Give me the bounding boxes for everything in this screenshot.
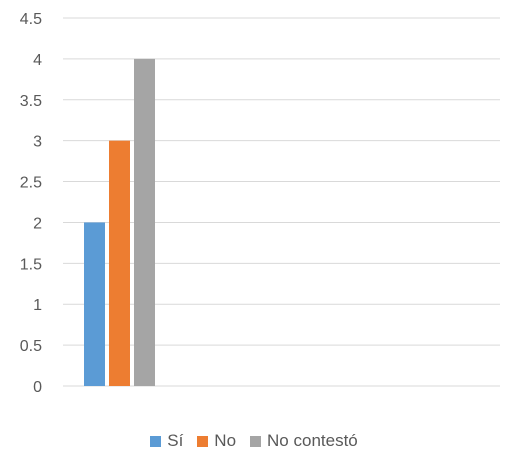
legend-swatch-no-contesto <box>250 435 262 447</box>
y-tick-label: 1.5 <box>20 256 42 273</box>
legend-item-no: No <box>197 431 236 451</box>
y-tick-label: 3.5 <box>20 93 42 110</box>
legend-item-si: Sí <box>150 431 183 451</box>
y-tick-label: 2.5 <box>20 175 42 192</box>
chart-legend: Sí No No contestó <box>0 428 508 454</box>
legend-swatch-si <box>150 435 162 447</box>
bar-1 <box>109 140 130 386</box>
y-tick-label: 1 <box>33 297 42 314</box>
y-tick-label: 4.5 <box>20 11 42 28</box>
y-tick-label: 0.5 <box>20 338 42 355</box>
y-tick-label: 4 <box>33 52 42 69</box>
bar-0 <box>84 222 105 386</box>
y-tick-label: 3 <box>33 134 42 151</box>
legend-label-no: No <box>214 431 237 450</box>
y-tick-label: 0 <box>33 379 42 396</box>
y-tick-label: 2 <box>33 215 42 232</box>
bar-2 <box>134 58 155 387</box>
legend-label-no-contesto: No contestó <box>267 431 358 450</box>
legend-item-no-contesto: No contestó <box>250 431 358 451</box>
legend-swatch-no <box>197 435 209 447</box>
chart-plot: 0 0.5 1 1.5 2 2.5 3 3.5 4 4.5 <box>20 11 500 396</box>
legend-label-si: Sí <box>167 431 184 450</box>
